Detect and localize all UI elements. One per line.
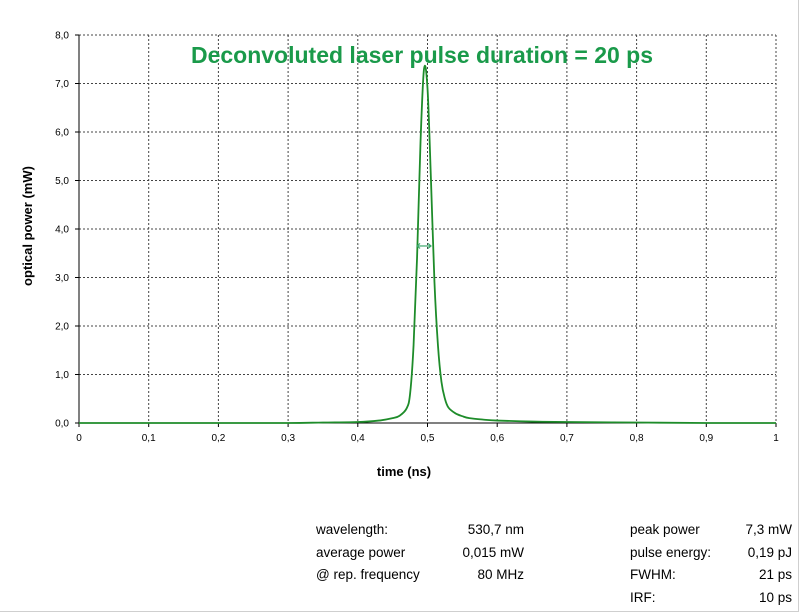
info-label: wavelength:: [316, 522, 389, 537]
grid: [75, 34, 777, 427]
x-tick-label: 0,5: [421, 433, 435, 444]
info-value: 530,7 nm: [467, 522, 524, 537]
y-tick-label: 2,0: [55, 322, 69, 333]
x-tick-label: 0,8: [630, 433, 644, 444]
y-tick-label: 8,0: [55, 31, 69, 42]
info-label: FWHM:: [630, 567, 676, 582]
y-tick-label: 7,0: [55, 79, 69, 90]
y-tick-label: 6,0: [55, 128, 69, 139]
x-tick-label: 0,4: [351, 433, 365, 444]
tick-labels: 0 0,1 0,2 0,3 0,4 0,5 0,6 0,7 0,8 0,9 1 0,0 1,0 2,0 3,…: [55, 31, 779, 445]
info-panel-left: wavelength: 530,7 nm average power 0,015…: [316, 519, 524, 587]
y-tick-label: 0,0: [55, 419, 69, 430]
y-axis-title: optical power (mW): [20, 166, 35, 286]
fwhm-arrow-right: [427, 243, 432, 249]
info-value: 10 ps: [758, 589, 792, 605]
y-tick-label: 4,0: [55, 225, 69, 236]
info-row: pulse energy: 0,19 pJ: [630, 542, 792, 565]
info-row: IRF: 10 ps: [630, 587, 792, 610]
x-axis-title: time (ns): [377, 464, 431, 479]
x-tick-label: 0,2: [211, 433, 225, 444]
info-label: average power: [316, 544, 406, 560]
info-row: average power 0,015 mW: [316, 542, 524, 565]
y-tick-label: 5,0: [55, 176, 69, 187]
info-row: peak power 7,3 mW: [630, 519, 792, 542]
info-row: FWHM: 21 ps: [630, 564, 792, 587]
series-line: [79, 64, 777, 424]
x-tick-label: 0,6: [490, 433, 504, 444]
y-tick-label: 3,0: [55, 273, 69, 284]
y-tick-label: 1,0: [55, 370, 69, 381]
info-value: 7,3 mW: [745, 522, 792, 537]
pulse-chart: 0 0,1 0,2 0,3 0,4 0,5 0,6 0,7 0,8 0,9 1 0,0 1,0 2,0 3,…: [20, 31, 779, 480]
x-tick-label: 0: [76, 433, 82, 444]
chart-title: Deconvoluted laser pulse duration = 20 p…: [191, 42, 653, 68]
info-value: 80 MHz: [477, 567, 524, 582]
info-row: wavelength: 530,7 nm: [316, 519, 524, 542]
info-label: peak power: [630, 522, 700, 537]
info-value: 0,19 pJ: [747, 544, 792, 560]
x-tick-label: 0,7: [560, 433, 574, 444]
x-tick-label: 0,9: [699, 433, 713, 444]
info-label: pulse energy:: [630, 544, 712, 560]
info-value: 0,015 mW: [462, 544, 524, 560]
fwhm-marker: [416, 243, 432, 249]
info-value: 21 ps: [758, 567, 792, 582]
info-label: IRF:: [630, 589, 656, 605]
fwhm-arrow-left: [416, 243, 421, 249]
x-tick-label: 1: [773, 433, 779, 444]
info-panel-right: peak power 7,3 mW pulse energy: 0,19 pJ …: [630, 519, 792, 609]
info-label: @ rep. frequency: [316, 567, 420, 582]
x-tick-label: 0,3: [281, 433, 295, 444]
info-row: @ rep. frequency 80 MHz: [316, 564, 524, 587]
x-tick-label: 0,1: [142, 433, 156, 444]
